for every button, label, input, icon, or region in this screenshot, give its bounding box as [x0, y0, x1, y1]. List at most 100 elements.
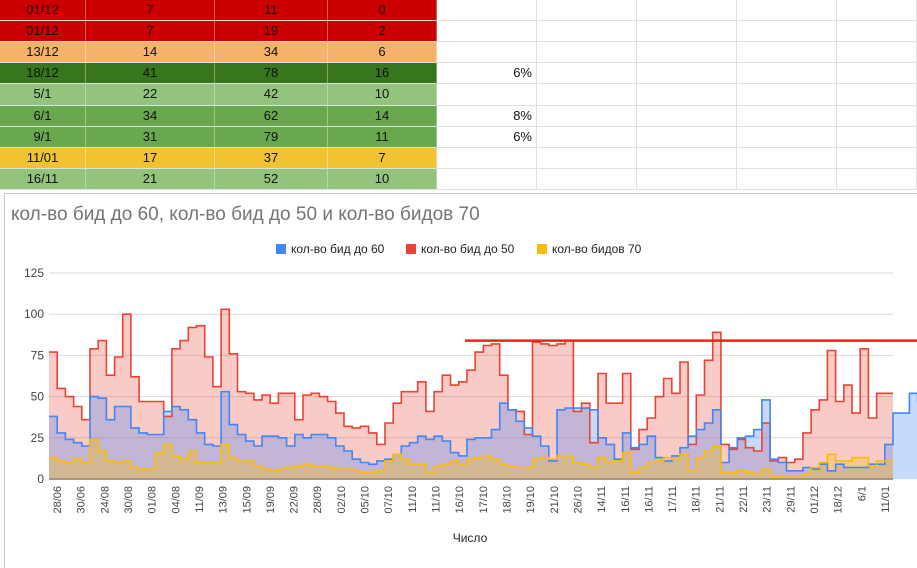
sheet-cell-empty[interactable] [637, 106, 737, 127]
x-tick-label: 6/1 [856, 486, 868, 501]
sheet-cell-empty[interactable] [737, 63, 837, 84]
chart-container[interactable]: кол-во бид до 60, кол-во бид до 50 и кол… [4, 193, 917, 568]
sheet-cell[interactable]: 10 [328, 169, 437, 190]
sheet-cell[interactable]: 37 [215, 148, 328, 169]
sheet-cell-empty[interactable] [737, 84, 837, 106]
x-tick-label: 26/10 [573, 486, 585, 514]
sheet-cell-empty[interactable] [637, 148, 737, 169]
sheet-cell-empty[interactable] [737, 106, 837, 127]
x-tick-label: 28/09 [312, 486, 324, 514]
sheet-cell-empty[interactable] [737, 148, 837, 169]
x-tick-label: 07/10 [383, 486, 395, 514]
sheet-cell[interactable]: 9/1 [0, 127, 86, 148]
sheet-cell-percent[interactable] [437, 169, 537, 190]
series-bid50-line [49, 308, 893, 464]
sheet-cell-empty[interactable] [537, 169, 637, 190]
x-tick-label: 11/01 [880, 486, 892, 513]
sheet-cell-empty[interactable] [537, 84, 637, 106]
sheet-cell-empty[interactable] [537, 0, 637, 21]
x-tick-label: 19/10 [525, 486, 537, 514]
x-tick-label: 21/10 [549, 486, 561, 514]
sheet-cell[interactable]: 17 [86, 148, 215, 169]
legend-swatch [276, 244, 286, 254]
sheet-cell-percent[interactable]: 6% [437, 63, 537, 84]
sheet-cell[interactable]: 14 [86, 42, 215, 63]
sheet-cell-empty[interactable] [737, 127, 837, 148]
sheet-cell-percent[interactable] [437, 21, 537, 42]
x-axis-title: Число [453, 531, 488, 545]
x-tick-label: 15/09 [241, 486, 253, 514]
sheet-cell-percent[interactable] [437, 148, 537, 169]
sheet-cell[interactable]: 78 [215, 63, 328, 84]
sheet-cell[interactable]: 01/12 [0, 21, 86, 42]
sheet-cell-empty[interactable] [537, 106, 637, 127]
sheet-cell[interactable]: 34 [215, 42, 328, 63]
sheet-cell[interactable]: 01/12 [0, 0, 86, 21]
sheet-cell-empty[interactable] [637, 63, 737, 84]
x-tick-label: 18/10 [502, 486, 514, 514]
sheet-cell-empty[interactable] [637, 169, 737, 190]
sheet-cell[interactable]: 41 [86, 63, 215, 84]
sheet-cell-percent[interactable] [437, 42, 537, 63]
x-tick-label: 11/10 [407, 486, 419, 513]
sheet-cell[interactable]: 62 [215, 106, 328, 127]
sheet-cell-empty[interactable] [637, 127, 737, 148]
sheet-cell[interactable]: 0 [328, 0, 437, 21]
sheet-cell-percent[interactable]: 8% [437, 106, 537, 127]
x-tick-label: 18/12 [833, 486, 845, 514]
y-tick-label: 100 [24, 307, 44, 321]
series-bid50-area [49, 309, 893, 479]
sheet-cell-empty[interactable] [737, 42, 837, 63]
sheet-cell-empty[interactable] [737, 169, 837, 190]
sheet-cell[interactable]: 11/01 [0, 148, 86, 169]
x-tick-label: 05/10 [360, 486, 372, 514]
sheet-cell[interactable]: 7 [328, 148, 437, 169]
sheet-cell[interactable]: 11 [215, 0, 328, 21]
sheet-cell[interactable]: 14 [328, 106, 437, 127]
spreadsheet-grid: 01/12 7 11 0 01/12 7 19 2 13/12 14 34 6 18/12 41 78 16 6… [0, 0, 917, 190]
sheet-cell[interactable]: 11 [328, 127, 437, 148]
x-tick-label: 14/11 [596, 486, 608, 513]
x-tick-label: 22/09 [289, 486, 301, 514]
sheet-cell-percent[interactable] [437, 84, 537, 106]
sheet-cell[interactable]: 13/12 [0, 42, 86, 63]
y-tick-label: 25 [31, 431, 45, 445]
sheet-cell[interactable]: 16 [328, 63, 437, 84]
sheet-cell[interactable]: 19 [215, 21, 328, 42]
sheet-cell[interactable]: 6/1 [0, 106, 86, 127]
sheet-cell-empty[interactable] [637, 42, 737, 63]
x-tick-label: 24/08 [99, 486, 111, 514]
sheet-cell-empty[interactable] [537, 21, 637, 42]
sheet-cell-empty[interactable] [637, 84, 737, 106]
sheet-cell[interactable]: 79 [215, 127, 328, 148]
sheet-cell-percent[interactable]: 6% [437, 127, 537, 148]
sheet-cell[interactable]: 31 [86, 127, 215, 148]
sheet-cell[interactable]: 7 [86, 0, 215, 21]
sheet-cell[interactable]: 42 [215, 84, 328, 106]
sheet-cell[interactable]: 10 [328, 84, 437, 106]
sheet-cell-empty[interactable] [537, 42, 637, 63]
sheet-cell-empty[interactable] [737, 21, 837, 42]
sheet-cell-empty[interactable] [637, 0, 737, 21]
sheet-cell-percent[interactable] [437, 0, 537, 21]
sheet-cell[interactable]: 22 [86, 84, 215, 106]
y-tick-label: 50 [31, 390, 45, 404]
sheet-cell[interactable]: 5/1 [0, 84, 86, 106]
x-tick-label: 28/06 [52, 486, 64, 514]
sheet-cell[interactable]: 52 [215, 169, 328, 190]
sheet-cell[interactable]: 6 [328, 42, 437, 63]
series-bid70-line [49, 438, 893, 477]
sheet-cell[interactable]: 7 [86, 21, 215, 42]
sheet-cell[interactable]: 2 [328, 21, 437, 42]
sheet-cell-empty[interactable] [537, 148, 637, 169]
sheet-cell-empty[interactable] [537, 63, 637, 84]
sheet-cell-empty[interactable] [637, 21, 737, 42]
sheet-cell[interactable]: 21 [86, 169, 215, 190]
sheet-cell-empty[interactable] [537, 127, 637, 148]
sheet-cell[interactable]: 16/11 [0, 169, 86, 190]
x-tick-label: 02/10 [336, 486, 348, 514]
sheet-cell[interactable]: 18/12 [0, 63, 86, 84]
sheet-cell-empty[interactable] [737, 0, 837, 21]
sheet-cell[interactable]: 34 [86, 106, 215, 127]
